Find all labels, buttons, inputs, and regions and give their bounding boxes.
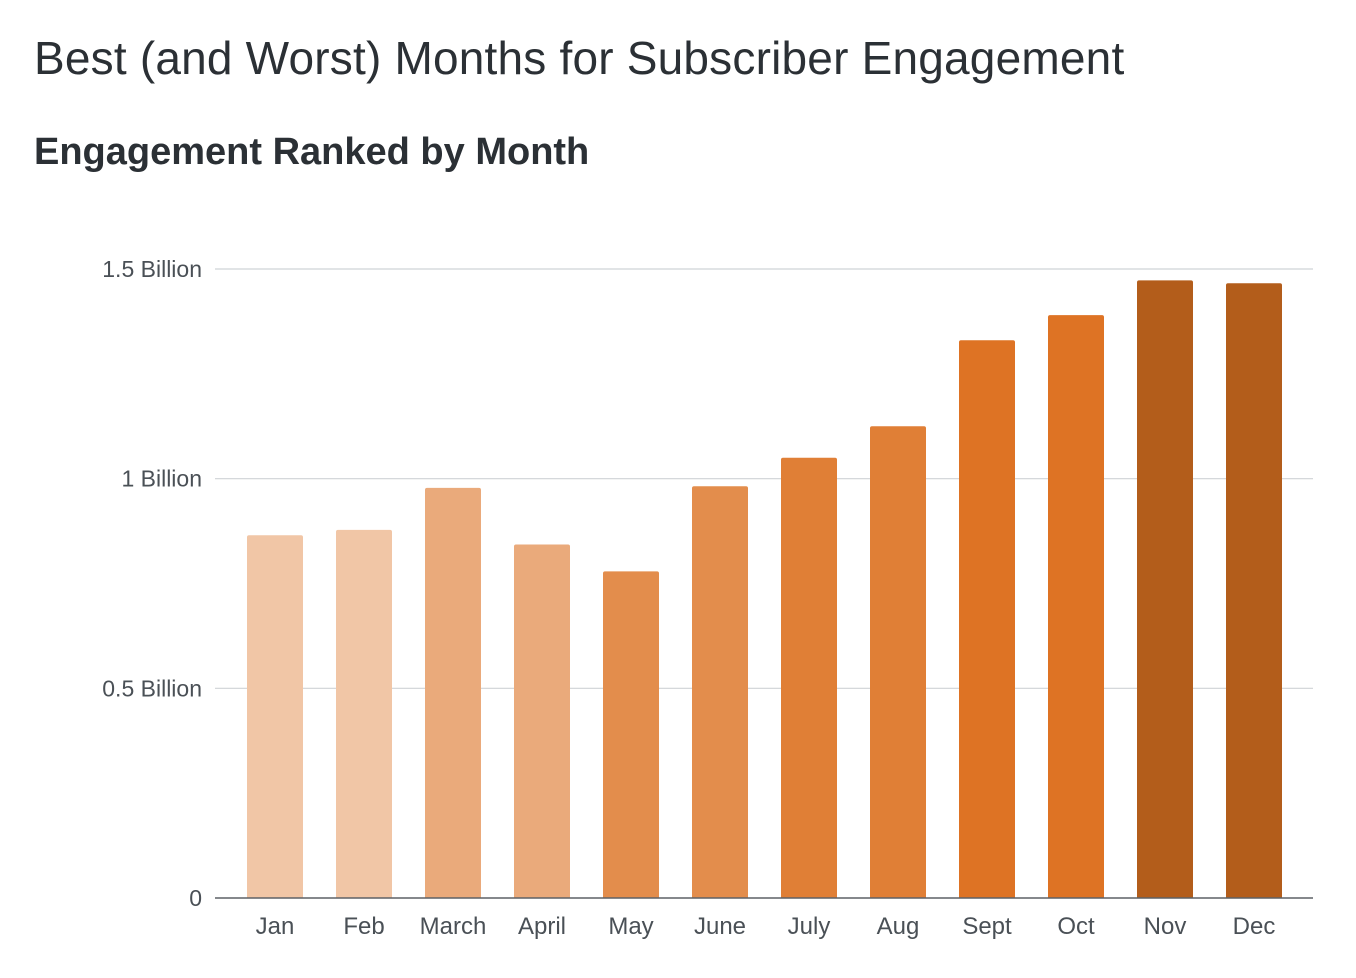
bar-feb	[336, 529, 392, 898]
bar-june	[692, 486, 748, 898]
bar-may	[603, 571, 659, 898]
x-axis-category-labels: Jan Feb March April May June July Aug Sept Oct Nov…	[256, 913, 1276, 940]
bar-sept	[959, 340, 1015, 899]
bar-jan	[247, 535, 303, 898]
bar-dec	[1226, 283, 1282, 898]
x-tick-label: March	[420, 913, 487, 940]
x-tick-label: Feb	[343, 913, 384, 940]
bar-march	[425, 487, 481, 898]
x-tick-label: May	[608, 913, 653, 940]
bar-oct	[1048, 315, 1104, 898]
x-tick-label: Sept	[962, 913, 1012, 940]
x-tick-label: Nov	[1144, 913, 1187, 940]
page-title: Best (and Worst) Months for Subscriber E…	[34, 32, 1125, 84]
x-tick-label: April	[518, 913, 566, 940]
x-tick-label: Jan	[256, 913, 295, 940]
bar-april	[514, 544, 570, 898]
y-tick-label: 1.5 Billion	[102, 256, 202, 282]
gridlines	[215, 268, 1313, 689]
bars	[247, 280, 1282, 899]
x-tick-label: Dec	[1233, 913, 1276, 940]
y-tick-label: 1 Billion	[121, 466, 202, 492]
chart-title: Engagement Ranked by Month	[34, 131, 590, 173]
bar-nov	[1137, 280, 1193, 898]
x-tick-label: June	[694, 913, 746, 940]
x-tick-label: Oct	[1057, 913, 1095, 940]
y-axis-tick-labels: 0 0.5 Billion 1 Billion 1.5 Billion	[102, 256, 202, 911]
x-tick-label: July	[788, 913, 831, 940]
x-tick-label: Aug	[877, 913, 920, 940]
y-tick-label: 0	[189, 885, 202, 911]
bar-aug	[870, 426, 926, 898]
bar-july	[781, 457, 837, 898]
y-tick-label: 0.5 Billion	[102, 675, 202, 701]
